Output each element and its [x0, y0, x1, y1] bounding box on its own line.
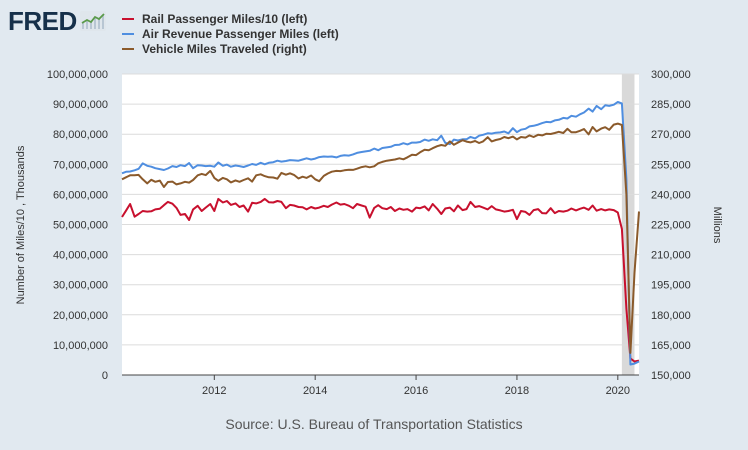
y-tick-label-left: 50,000,000	[53, 220, 108, 232]
y-tick-label-left: 40,000,000	[53, 250, 108, 262]
y-tick-label-left: 70,000,000	[53, 159, 108, 171]
y-tick-label-right: 210,000	[651, 250, 691, 262]
y-tick-label-left: 100,000,000	[47, 69, 108, 81]
x-axis: 2012 2014 2016 2018 2020	[122, 374, 639, 397]
y-tick-label-right: 285,000	[651, 99, 691, 111]
gridlines	[122, 73, 639, 376]
series-line-air[interactable]	[121, 101, 640, 366]
legend-item-rail[interactable]: Rail Passenger Miles/10 (left)	[122, 11, 339, 26]
x-tick-label: 2012	[202, 385, 226, 397]
logo-text: FRED	[8, 6, 77, 36]
y-tick-label-right: 240,000	[651, 189, 691, 201]
x-tick-label: 2014	[303, 385, 327, 397]
y-tick-label-left: 30,000,000	[53, 280, 108, 292]
y-axis-right: 150,000 165,000 180,000 195,000 210,000 225,0…	[651, 69, 691, 382]
y-tick-label-right: 150,000	[651, 370, 691, 382]
chart-legend: Rail Passenger Miles/10 (left) Air Reven…	[122, 11, 339, 56]
legend-label-vehicle: Vehicle Miles Traveled (right)	[142, 41, 307, 56]
line-chart: 2012 2014 2016 2018 2020 0 10,000,000 20,000,0…	[15, 69, 723, 397]
y-tick-label-left: 10,000,000	[53, 340, 108, 352]
chart-header: FRED Rail Passenger Miles/10 (left) Air …	[0, 0, 748, 62]
legend-item-vehicle[interactable]: Vehicle Miles Traveled (right)	[122, 41, 339, 56]
y-tick-label-right: 270,000	[651, 129, 691, 141]
legend-swatch-vehicle	[122, 47, 134, 50]
series-line-rail[interactable]	[121, 197, 640, 363]
y-tick-label-right: 165,000	[651, 340, 691, 352]
source-note: Source: U.S. Bureau of Transportation St…	[225, 416, 523, 432]
x-tick-label: 2020	[606, 385, 630, 397]
y-tick-label-left: 90,000,000	[53, 99, 108, 111]
y-axis-right-title: Millions	[711, 207, 723, 244]
y-axis-left: 0 10,000,000 20,000,000 30,000,000 40,000,00…	[47, 69, 108, 382]
x-tick-label: 2016	[404, 385, 428, 397]
legend-item-air[interactable]: Air Revenue Passenger Miles (left)	[122, 26, 339, 41]
y-axis-left-title: Number of Miles/10 , Thousands	[15, 145, 27, 304]
series-lines	[121, 101, 640, 366]
y-tick-label-left: 20,000,000	[53, 310, 108, 322]
legend-label-rail: Rail Passenger Miles/10 (left)	[142, 11, 308, 26]
y-tick-label-left: 80,000,000	[53, 129, 108, 141]
y-tick-label-right: 195,000	[651, 280, 691, 292]
y-tick-label-right: 225,000	[651, 220, 691, 232]
series-line-vehicle[interactable]	[121, 122, 640, 354]
x-tick-label: 2018	[505, 385, 529, 397]
legend-label-air: Air Revenue Passenger Miles (left)	[142, 26, 339, 41]
legend-swatch-air	[122, 32, 134, 35]
legend-swatch-rail	[122, 17, 134, 20]
trend-line-icon	[79, 11, 106, 31]
y-tick-label-right: 180,000	[651, 310, 691, 322]
y-tick-label-right: 255,000	[651, 159, 691, 171]
fred-logo[interactable]: FRED	[8, 6, 106, 36]
y-tick-label-left: 60,000,000	[53, 189, 108, 201]
y-tick-label-left: 0	[102, 370, 108, 382]
y-tick-label-right: 300,000	[651, 69, 691, 81]
